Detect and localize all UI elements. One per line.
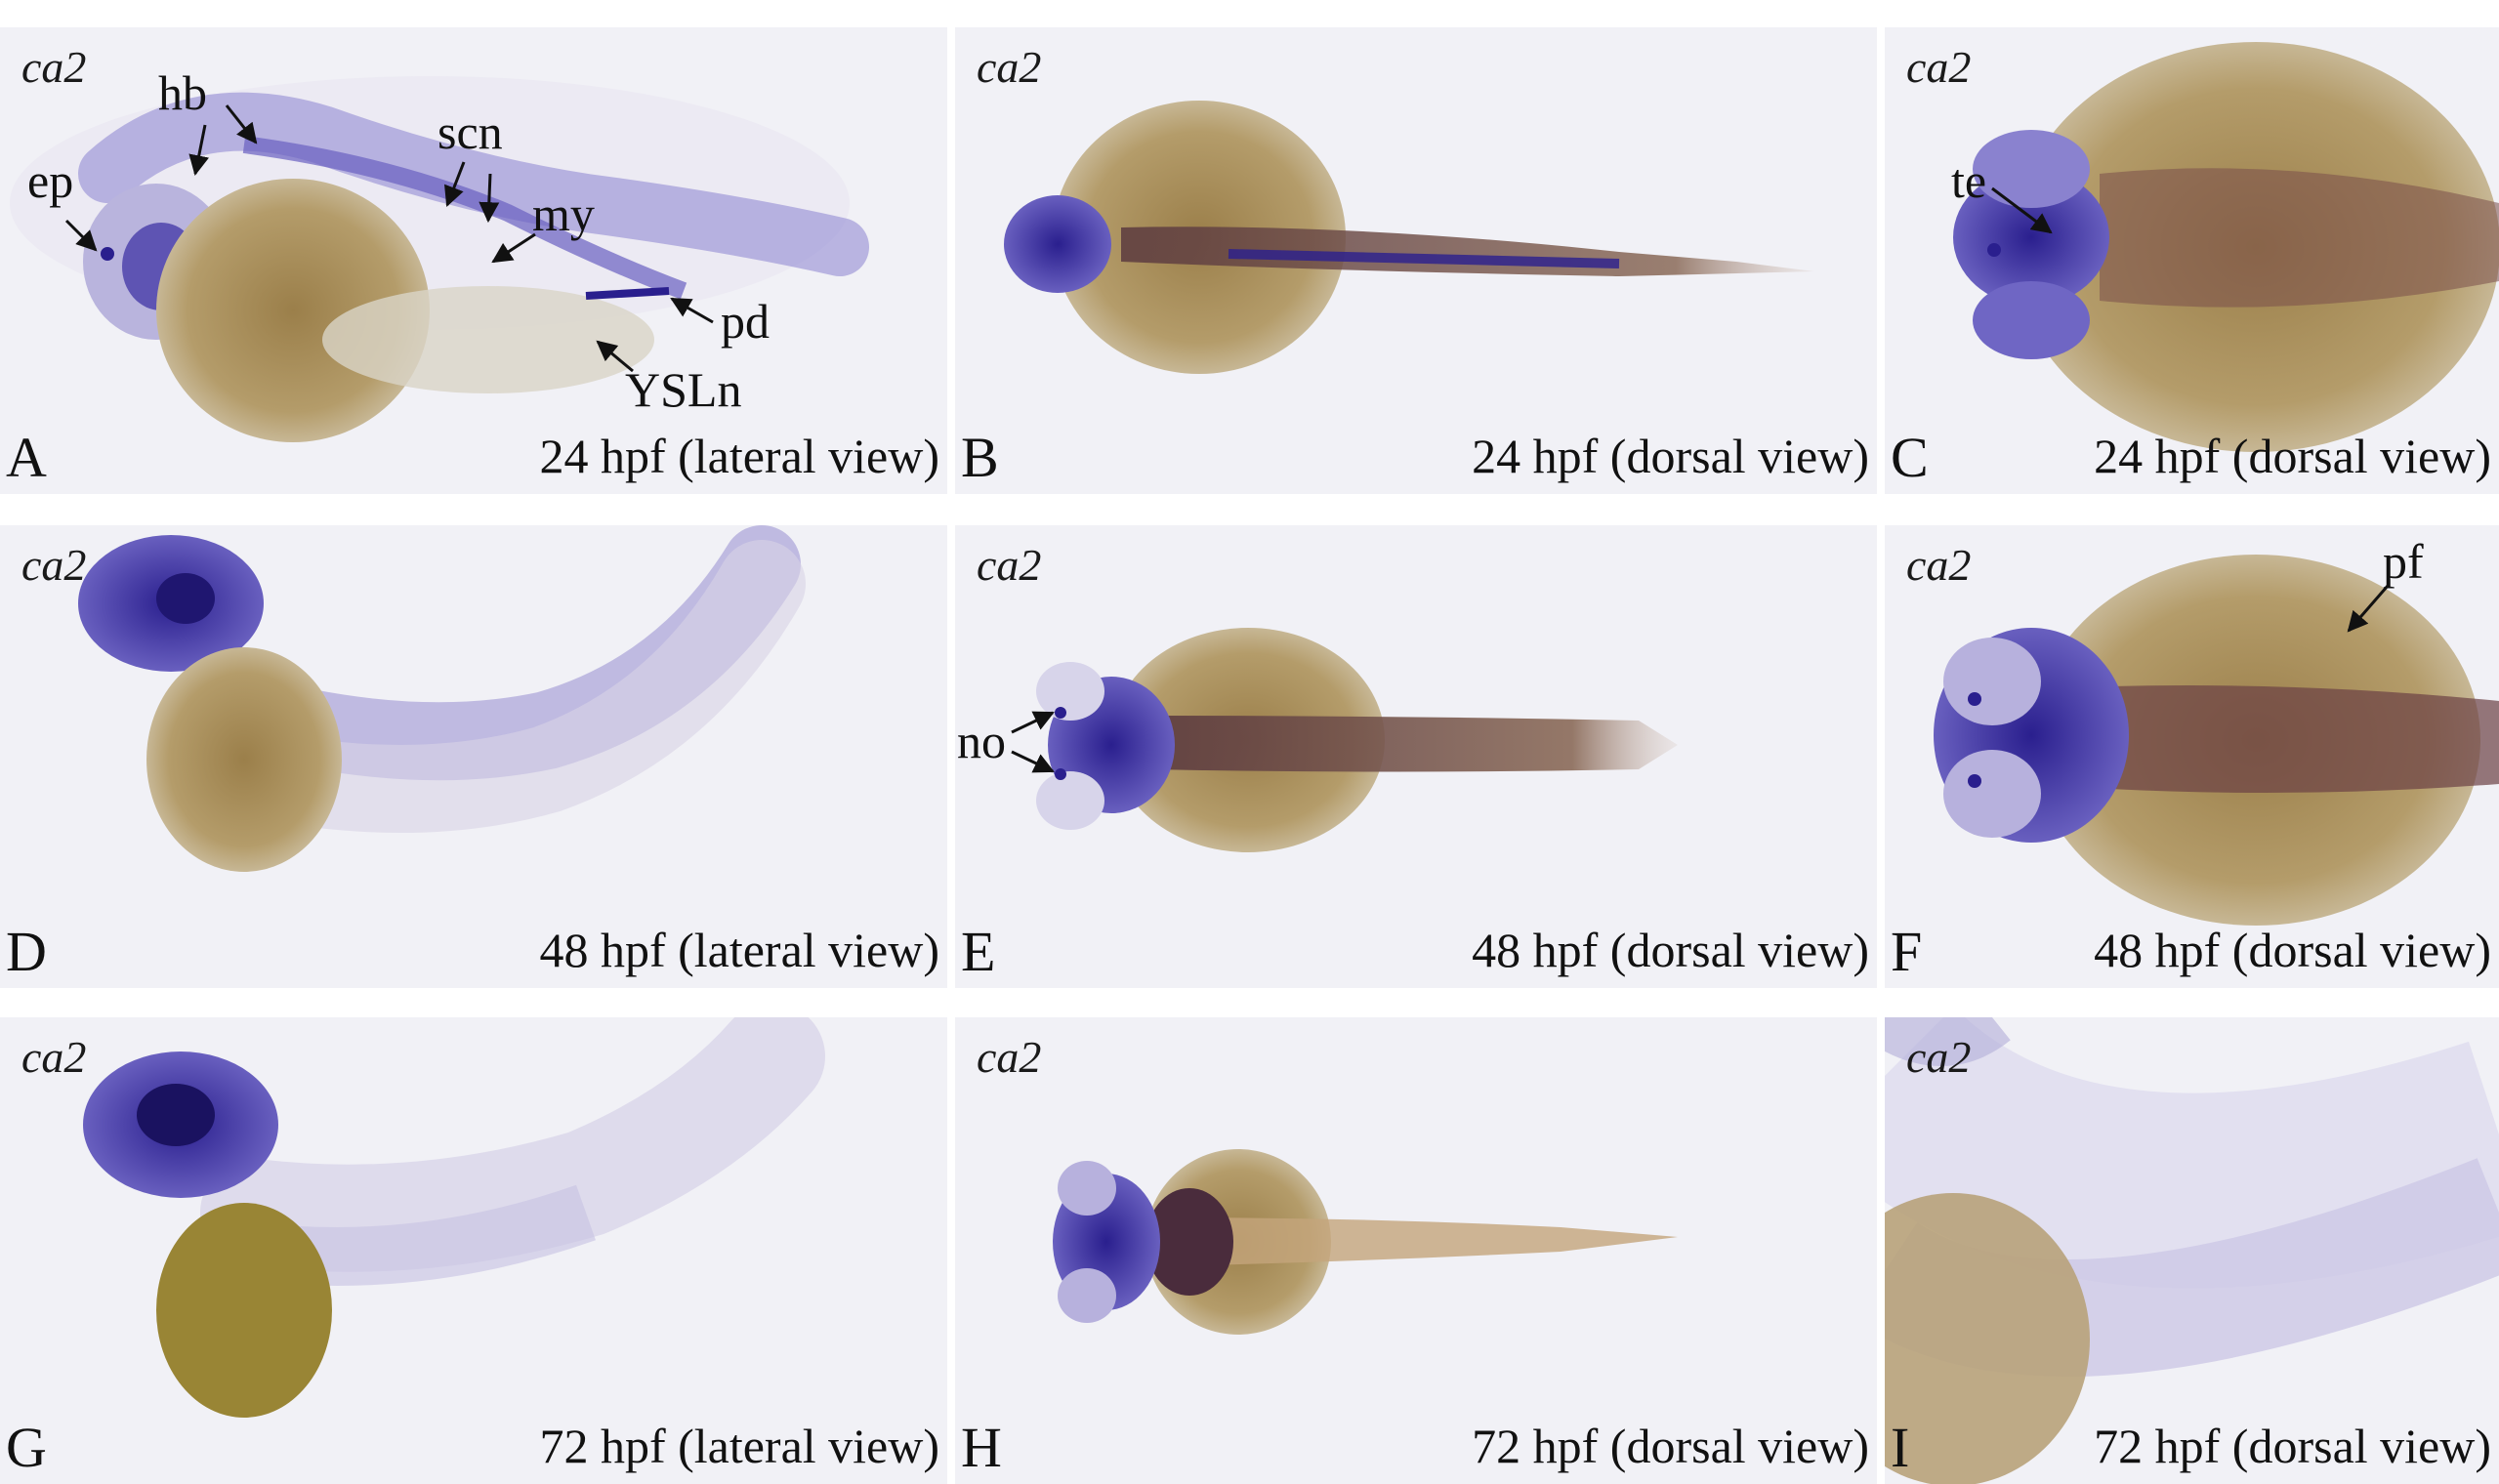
embryo-image-e bbox=[1036, 628, 1678, 852]
panel-h: ca2 H 72 hpf (dorsal view) bbox=[955, 1017, 1877, 1484]
anno-ysln: YSLn bbox=[625, 362, 742, 417]
panel-letter-i: I bbox=[1891, 1416, 1910, 1479]
panel-e: ca2 no E 48 hpf (dorsal view) bbox=[955, 525, 1877, 988]
panel-f: ca2 pf F 48 hpf (dorsal view) bbox=[1885, 525, 2499, 988]
panel-d: ca2 D 48 hpf (lateral view) bbox=[0, 525, 947, 988]
panel-letter-h: H bbox=[961, 1416, 1002, 1479]
anno-pf: pf bbox=[2383, 534, 2424, 589]
panel-caption-e: 48 hpf (dorsal view) bbox=[1472, 923, 1869, 977]
gene-label-a: ca2 bbox=[21, 42, 87, 92]
anno-no: no bbox=[957, 714, 1006, 768]
panel-caption-d: 48 hpf (lateral view) bbox=[539, 923, 939, 977]
embryo-image-h bbox=[1053, 1149, 1678, 1335]
panel-caption-c: 24 hpf (dorsal view) bbox=[2094, 429, 2491, 483]
gene-label-c: ca2 bbox=[1906, 42, 1972, 92]
panel-letter-g: G bbox=[6, 1416, 47, 1479]
gene-label-h: ca2 bbox=[977, 1032, 1042, 1082]
panel-caption-i: 72 hpf (dorsal view) bbox=[2094, 1419, 2491, 1473]
panel-letter-b: B bbox=[961, 426, 999, 489]
panel-caption-g: 72 hpf (lateral view) bbox=[539, 1419, 939, 1473]
panel-caption-b: 24 hpf (dorsal view) bbox=[1472, 429, 1869, 483]
panel-caption-f: 48 hpf (dorsal view) bbox=[2094, 923, 2491, 977]
anno-scn: scn bbox=[437, 104, 503, 159]
embryo-image-a bbox=[10, 76, 869, 442]
panel-letter-d: D bbox=[6, 920, 47, 983]
panel-letter-f: F bbox=[1891, 920, 1923, 983]
anno-ep: ep bbox=[27, 153, 74, 208]
gene-label-d: ca2 bbox=[21, 540, 87, 590]
embryo-image-b bbox=[1004, 101, 1814, 374]
panel-b: ca2 B 24 hpf (dorsal view) bbox=[955, 27, 1877, 494]
gene-label-f: ca2 bbox=[1906, 540, 1972, 590]
embryo-image-c bbox=[1953, 42, 2499, 452]
gene-label-g: ca2 bbox=[21, 1032, 87, 1082]
panel-letter-a: A bbox=[6, 426, 47, 489]
gene-label-b: ca2 bbox=[977, 42, 1042, 92]
anno-te: te bbox=[1951, 153, 1987, 208]
anno-pd: pd bbox=[721, 294, 770, 349]
panel-letter-e: E bbox=[961, 920, 996, 983]
panel-caption-a: 24 hpf (lateral view) bbox=[539, 429, 939, 483]
embryo-image-g bbox=[83, 1017, 825, 1418]
panel-c: ca2 te C 24 hpf (dorsal view) bbox=[1885, 27, 2499, 494]
gene-label-e: ca2 bbox=[977, 540, 1042, 590]
embryo-image-f bbox=[1934, 555, 2499, 926]
anno-my: my bbox=[532, 186, 595, 241]
panel-caption-h: 72 hpf (dorsal view) bbox=[1472, 1419, 1869, 1473]
anno-hb: hb bbox=[158, 65, 207, 120]
embryo-image-d bbox=[78, 525, 806, 872]
panel-i: ca2 I 72 hpf (dorsal view) bbox=[1885, 1017, 2499, 1484]
panel-letter-c: C bbox=[1891, 426, 1929, 489]
embryo-image-i bbox=[1885, 1017, 2499, 1484]
gene-label-i: ca2 bbox=[1906, 1032, 1972, 1082]
panel-g: ca2 G 72 hpf (lateral view) bbox=[0, 1017, 947, 1484]
panel-a: ca2 ep hb scn my pd YSLn A 24 hpf (later… bbox=[0, 27, 947, 494]
